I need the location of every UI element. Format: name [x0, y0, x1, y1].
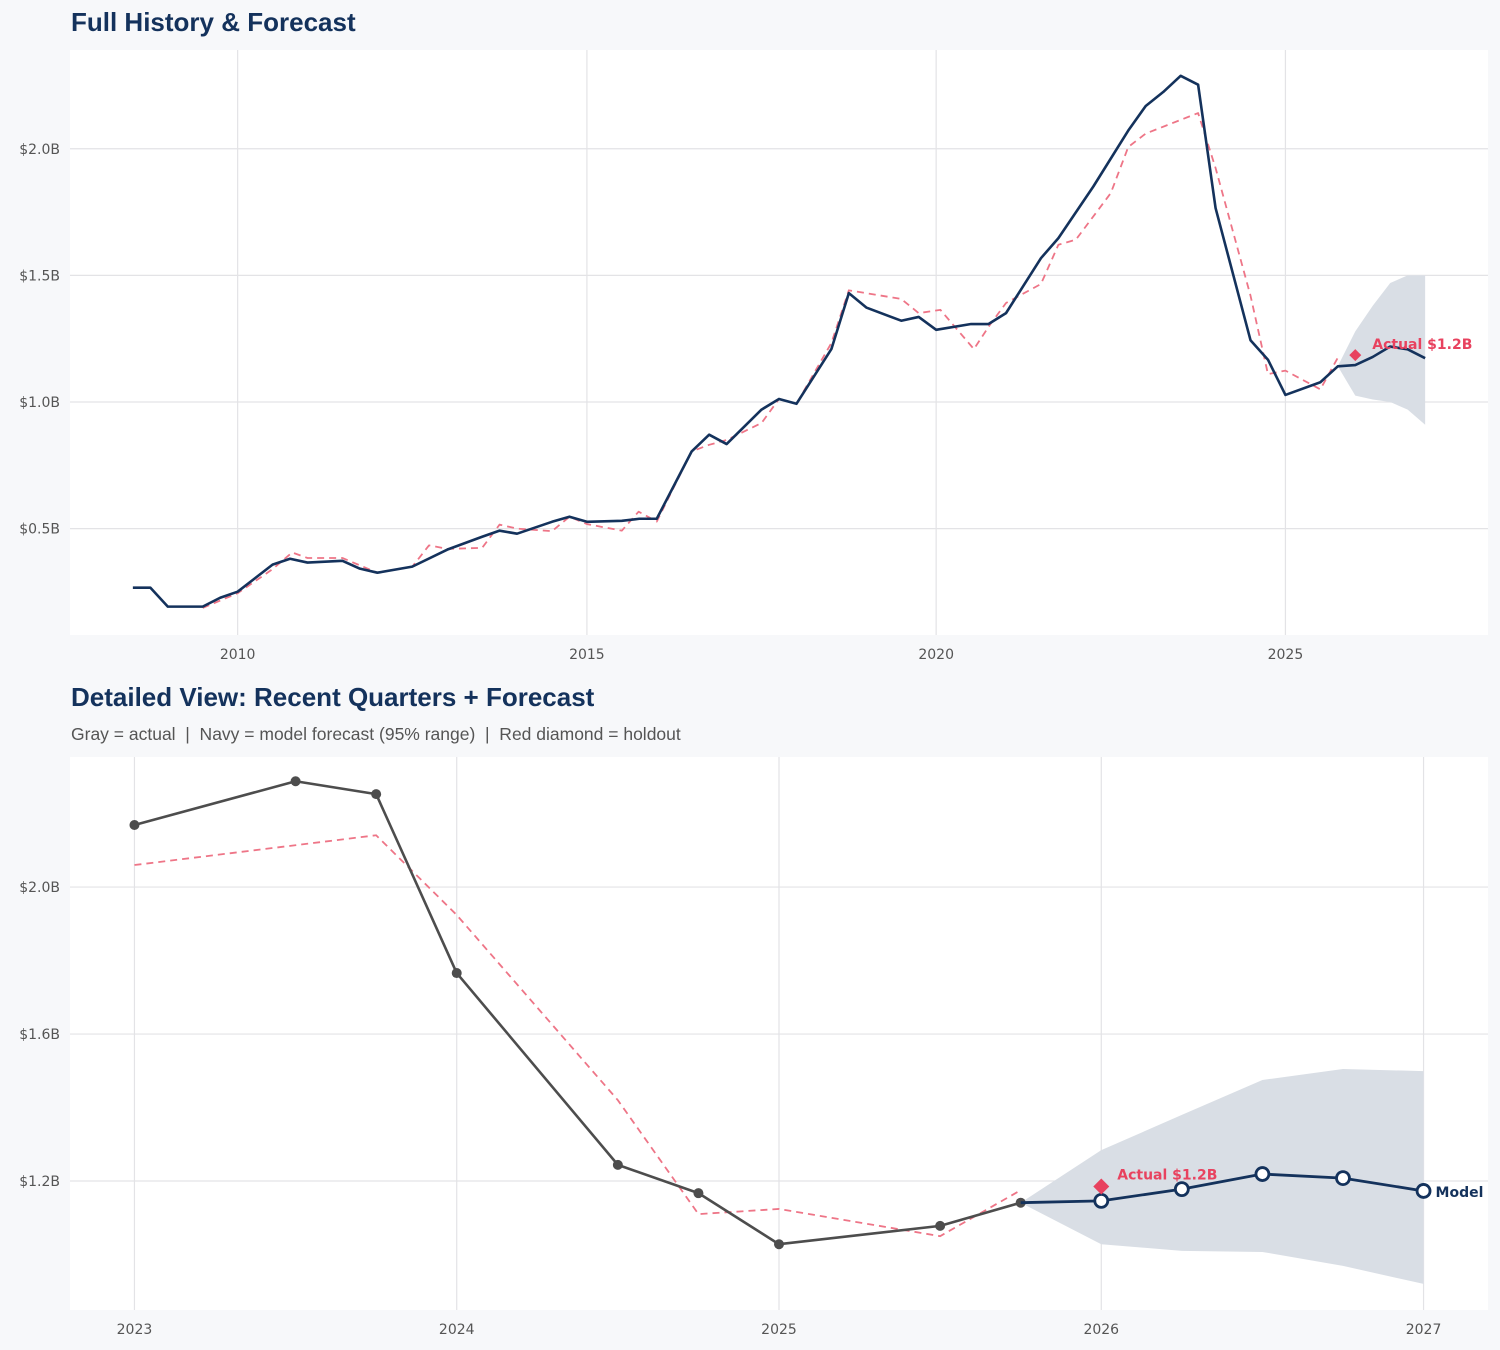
forecast-point: [1335, 1170, 1351, 1186]
y-tick-label: $2.0B: [19, 142, 60, 158]
x-tick-label: 2023: [117, 1322, 153, 1338]
x-tick-label: 2025: [1268, 647, 1304, 663]
y-tick-label: $1.6B: [19, 1027, 60, 1043]
actual-point: [451, 968, 462, 979]
y-tick-label: $0.5B: [19, 522, 60, 538]
actual-point: [693, 1188, 704, 1199]
actual-point: [129, 819, 140, 830]
actual-point: [612, 1159, 623, 1170]
top-chart-title: Full History & Forecast: [71, 7, 356, 37]
x-tick-label: 2025: [761, 1322, 797, 1338]
actual-point: [290, 776, 301, 787]
actual-point: [774, 1239, 784, 1250]
holdout-annotation: Actual $1.2B: [1117, 1168, 1217, 1184]
holdout-annotation: Actual $1.2B: [1372, 337, 1472, 353]
bottom-chart: 2023 2024 2025 2026 2027 $1.2B $1.6B $2.0B Actua…: [19, 757, 1488, 1338]
fitted-dashed-line: [202, 112, 1339, 609]
bottom-chart-subtitle: Gray = actual | Navy = model forecast (9…: [71, 724, 681, 744]
model-series-label: Model: [1436, 1185, 1484, 1201]
actual-point: [935, 1220, 946, 1231]
plot-area: [70, 50, 1488, 635]
y-tick-label: $2.0B: [19, 880, 60, 896]
bottom-chart-title: Detailed View: Recent Quarters + Forecas…: [71, 682, 595, 712]
forecast-point: [1093, 1192, 1110, 1209]
x-tick-label: 2024: [439, 1322, 475, 1338]
x-tick-label: 2010: [220, 647, 256, 663]
x-tick-label: 2026: [1083, 1322, 1119, 1338]
y-tick-label: $1.5B: [19, 268, 60, 284]
x-tick-label: 2027: [1406, 1322, 1442, 1338]
x-tick-label: 2020: [918, 647, 954, 663]
forecast-point: [1254, 1166, 1271, 1182]
forecast-range-band: [1020, 1068, 1424, 1284]
forecast-line: [1020, 1172, 1424, 1205]
top-chart: 2010 2015 2020 2025 $0.5B $1.0B $1.5B $2.0B Actu…: [19, 50, 1488, 663]
y-tick-label: $1.0B: [19, 395, 60, 411]
y-tick-label: $1.2B: [19, 1174, 60, 1190]
forecast-point: [1415, 1183, 1432, 1199]
holdout-diamond-marker: [1093, 1178, 1110, 1195]
forecast-point: [1173, 1181, 1190, 1198]
forecast-range-band: [1337, 275, 1426, 425]
x-tick-label: 2015: [569, 647, 605, 663]
fitted-dashed-line: [134, 834, 1022, 1238]
holdout-diamond-marker: [1349, 349, 1362, 362]
history-forecast-line: [132, 74, 1426, 608]
actual-point: [371, 789, 382, 800]
